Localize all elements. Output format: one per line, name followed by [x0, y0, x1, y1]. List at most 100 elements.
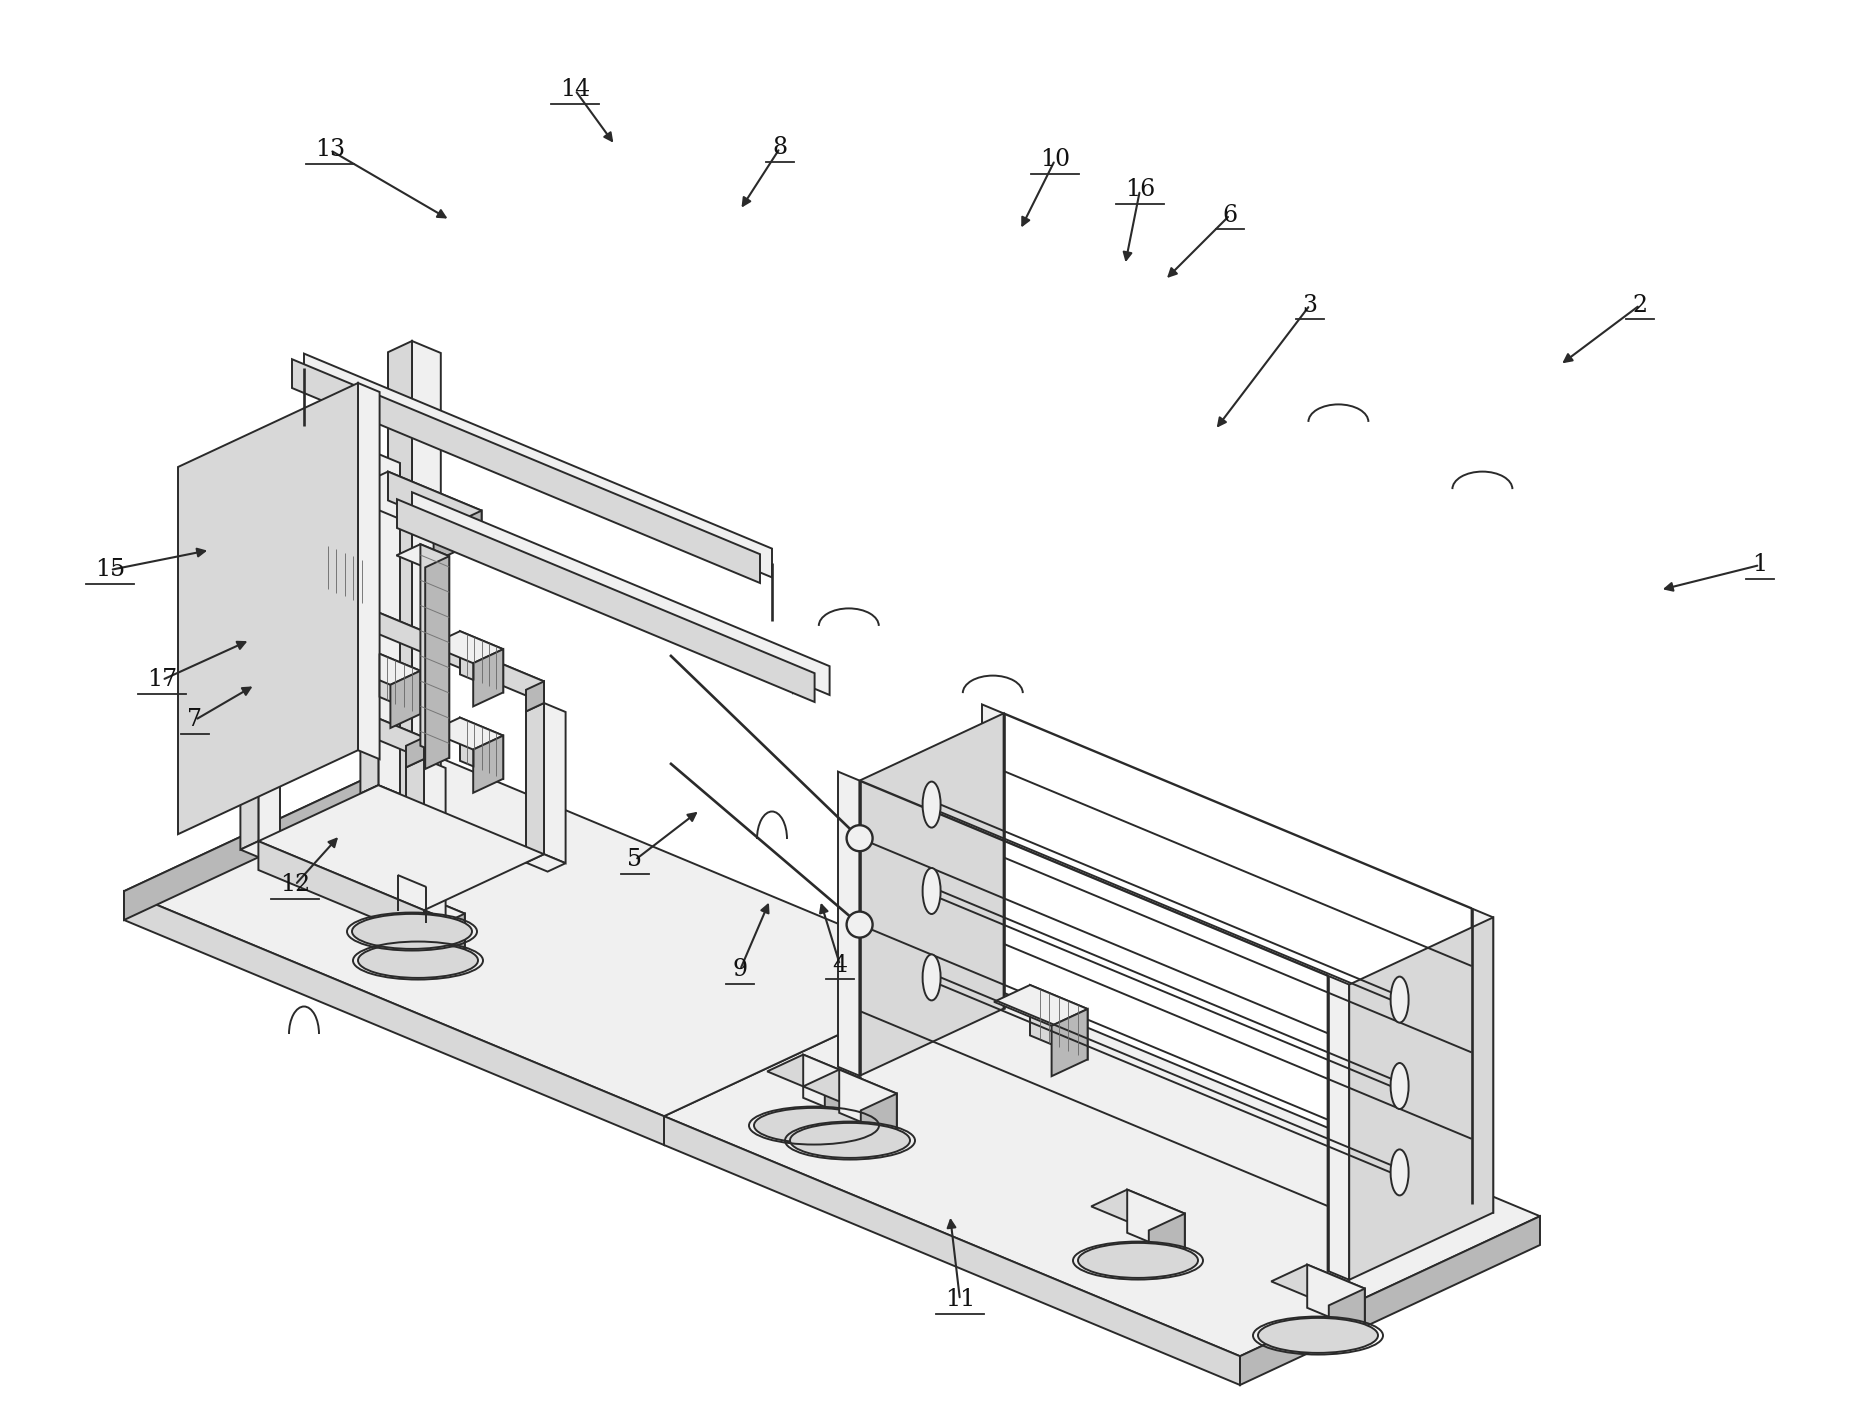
Text: 4: 4 [833, 953, 848, 977]
Polygon shape [824, 1078, 861, 1138]
Polygon shape [803, 1054, 861, 1122]
Polygon shape [981, 704, 1004, 1008]
Polygon shape [838, 771, 859, 1075]
Polygon shape [1471, 908, 1493, 1213]
Polygon shape [525, 702, 544, 862]
Text: 10: 10 [1039, 149, 1070, 171]
Polygon shape [1052, 1009, 1087, 1077]
Polygon shape [178, 383, 358, 834]
Polygon shape [664, 1116, 1239, 1385]
Polygon shape [397, 499, 814, 702]
Text: 6: 6 [1222, 203, 1237, 227]
Ellipse shape [922, 868, 940, 914]
Polygon shape [378, 613, 544, 702]
Polygon shape [124, 892, 664, 1145]
Polygon shape [473, 649, 503, 707]
Polygon shape [371, 890, 464, 931]
Polygon shape [258, 785, 544, 910]
Polygon shape [369, 649, 421, 714]
Polygon shape [360, 454, 378, 794]
Polygon shape [838, 1070, 896, 1137]
Ellipse shape [922, 781, 940, 827]
Polygon shape [766, 1054, 861, 1095]
Polygon shape [406, 737, 423, 767]
Polygon shape [994, 986, 1087, 1026]
Polygon shape [421, 544, 449, 758]
Text: 15: 15 [95, 558, 124, 582]
Polygon shape [397, 544, 449, 568]
Text: 3: 3 [1302, 293, 1317, 317]
Polygon shape [525, 854, 566, 872]
Polygon shape [319, 464, 807, 686]
Polygon shape [406, 910, 445, 928]
Polygon shape [124, 751, 423, 920]
Text: 14: 14 [560, 79, 590, 101]
Polygon shape [390, 670, 421, 728]
Text: 16: 16 [1124, 178, 1154, 202]
Polygon shape [412, 341, 441, 864]
Polygon shape [1126, 1190, 1183, 1256]
Polygon shape [430, 718, 503, 750]
Polygon shape [339, 564, 369, 621]
Polygon shape [358, 383, 380, 760]
Polygon shape [1306, 1265, 1363, 1332]
Polygon shape [258, 669, 423, 758]
Polygon shape [378, 454, 401, 794]
Polygon shape [291, 359, 759, 583]
Polygon shape [1030, 986, 1087, 1060]
Text: 13: 13 [315, 139, 345, 161]
Polygon shape [258, 841, 423, 939]
Polygon shape [406, 890, 464, 956]
Polygon shape [423, 758, 445, 920]
Polygon shape [304, 353, 772, 578]
Polygon shape [1328, 1288, 1363, 1349]
Ellipse shape [1389, 977, 1408, 1022]
Ellipse shape [1389, 1150, 1408, 1196]
Polygon shape [1239, 1216, 1540, 1385]
Polygon shape [429, 914, 464, 973]
Polygon shape [1091, 1190, 1183, 1231]
Polygon shape [319, 543, 369, 607]
Text: 12: 12 [280, 873, 310, 896]
Polygon shape [406, 758, 423, 918]
Polygon shape [473, 736, 503, 792]
Ellipse shape [790, 1123, 909, 1158]
Text: 5: 5 [627, 848, 642, 872]
Text: 7: 7 [187, 708, 202, 732]
Text: 11: 11 [944, 1288, 974, 1311]
Polygon shape [525, 681, 544, 711]
Polygon shape [859, 714, 1004, 1075]
Polygon shape [302, 464, 807, 674]
Polygon shape [360, 613, 544, 690]
Polygon shape [460, 718, 503, 778]
Polygon shape [241, 669, 423, 746]
Polygon shape [434, 510, 480, 562]
Ellipse shape [753, 1108, 874, 1143]
Polygon shape [792, 667, 807, 693]
Polygon shape [339, 471, 480, 533]
Polygon shape [388, 852, 441, 875]
Text: 17: 17 [147, 669, 176, 691]
Text: 8: 8 [772, 136, 787, 160]
Polygon shape [289, 543, 369, 578]
Text: 9: 9 [733, 959, 748, 981]
Polygon shape [1326, 976, 1349, 1280]
Polygon shape [412, 492, 829, 695]
Ellipse shape [846, 826, 872, 851]
Polygon shape [425, 557, 449, 770]
Polygon shape [861, 1094, 896, 1154]
Polygon shape [544, 702, 566, 864]
Polygon shape [388, 341, 412, 864]
Polygon shape [124, 751, 963, 1116]
Ellipse shape [1389, 1063, 1408, 1109]
Text: 1: 1 [1751, 554, 1766, 576]
Polygon shape [664, 976, 1540, 1356]
Polygon shape [339, 649, 421, 684]
Polygon shape [241, 510, 258, 850]
Ellipse shape [1078, 1244, 1196, 1277]
Ellipse shape [922, 955, 940, 1001]
Ellipse shape [352, 914, 471, 949]
Polygon shape [1271, 1265, 1363, 1305]
Polygon shape [1148, 1214, 1183, 1273]
Ellipse shape [358, 944, 479, 979]
